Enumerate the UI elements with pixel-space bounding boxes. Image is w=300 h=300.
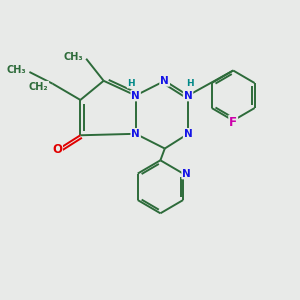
Text: N: N [184,91,192,100]
Text: CH₃: CH₃ [7,65,26,76]
Text: N: N [160,76,169,86]
Text: CH₃: CH₃ [64,52,83,62]
Text: N: N [160,75,169,85]
Text: H: H [186,79,193,88]
Text: F: F [229,116,237,128]
Text: O: O [52,143,62,157]
Text: H: H [128,79,135,88]
Text: N: N [131,129,140,139]
Text: N: N [131,91,140,100]
Text: N: N [182,169,191,178]
Text: CH₂: CH₂ [29,82,48,92]
Text: N: N [184,129,192,139]
